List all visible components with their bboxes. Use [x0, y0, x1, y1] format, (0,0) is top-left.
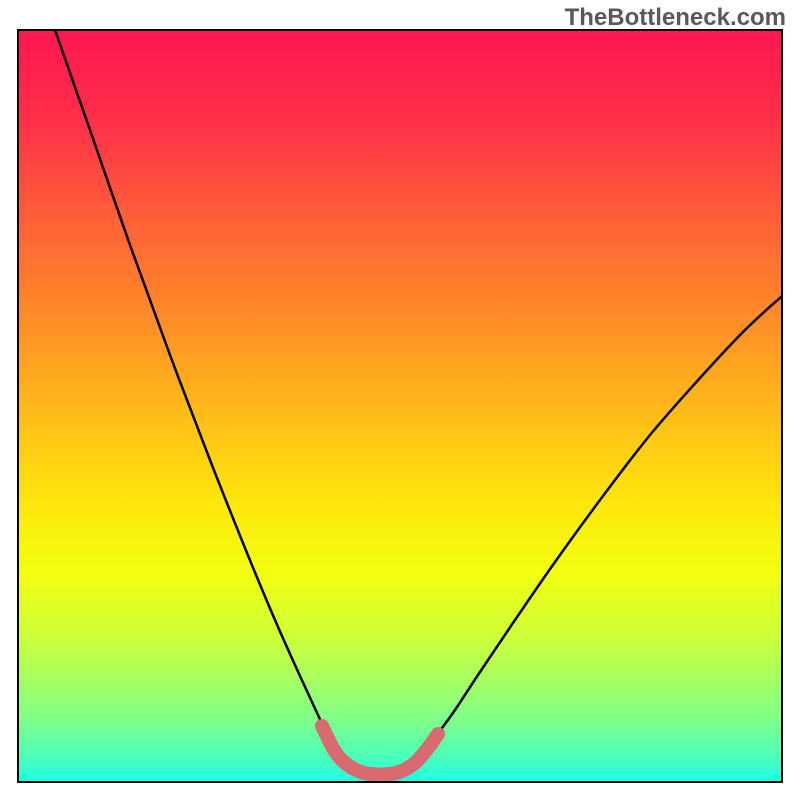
bottleneck-chart	[0, 0, 800, 800]
watermark-text: TheBottleneck.com	[565, 4, 786, 32]
chart-background	[18, 30, 782, 782]
chart-container: TheBottleneck.com	[0, 0, 800, 800]
